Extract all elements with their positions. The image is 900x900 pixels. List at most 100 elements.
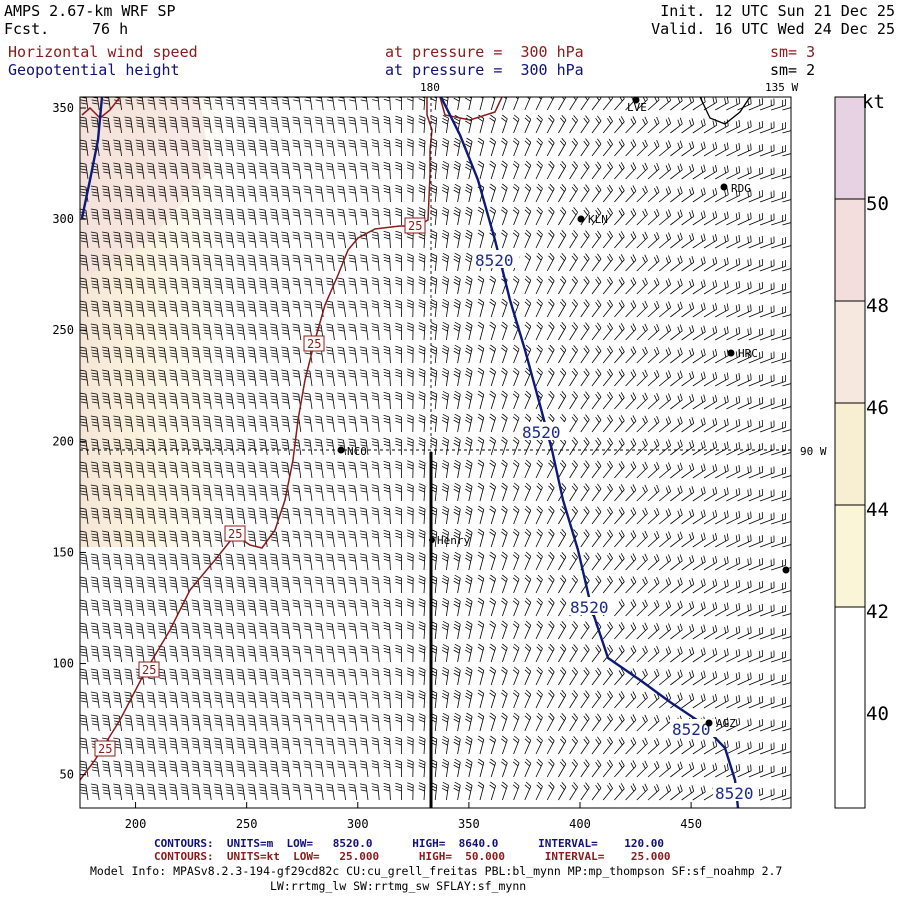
- wind-barb: [602, 782, 613, 801]
- wind-barb: [326, 737, 335, 755]
- wind-barb: [453, 459, 461, 479]
- wind-barb: [191, 691, 201, 709]
- wind-barb: [658, 347, 672, 364]
- wind-barb: [692, 210, 706, 226]
- wind-barb: [658, 232, 672, 249]
- wind-barb: [395, 230, 402, 249]
- x-tick-label: 300: [347, 817, 369, 831]
- wind-barb: [191, 231, 201, 249]
- wind-barb: [303, 231, 313, 249]
- wind-barb: [453, 436, 461, 456]
- wind-barb: [383, 368, 391, 387]
- wind-barb: [406, 345, 414, 364]
- wind-barb: [670, 738, 683, 755]
- wind-barb: [146, 438, 156, 456]
- wind-barb: [430, 483, 438, 502]
- wind-barb: [348, 599, 358, 617]
- wind-barb: [270, 346, 279, 364]
- wind-barb: [703, 464, 718, 479]
- wind-barb: [512, 183, 520, 203]
- wind-barb: [636, 553, 648, 571]
- wind-barb: [383, 97, 391, 111]
- wind-barb: [512, 160, 520, 180]
- wind-barb: [135, 438, 145, 456]
- wind-barb: [715, 395, 729, 410]
- wind-barb: [546, 114, 555, 134]
- wind-barb: [113, 622, 122, 640]
- wind-barb: [453, 413, 461, 433]
- wind-barb: [395, 529, 402, 548]
- wind-barb: [771, 214, 786, 226]
- wind-barb: [782, 682, 791, 686]
- wind-barb: [602, 690, 613, 709]
- wind-barb: [314, 691, 324, 709]
- wind-barb: [418, 506, 426, 525]
- wind-barb: [406, 529, 414, 548]
- wind-barb: [737, 695, 752, 709]
- wind-barb: [782, 544, 791, 548]
- wind-barb: [169, 392, 178, 410]
- wind-barb: [636, 277, 648, 295]
- wind-barb: [737, 373, 752, 387]
- legend-label-40: 40: [866, 703, 889, 725]
- wind-barb: [670, 301, 683, 318]
- wind-barb: [636, 97, 648, 111]
- wind-barb: [90, 300, 100, 318]
- wind-barb: [636, 346, 648, 364]
- wind-barb: [681, 463, 695, 479]
- wind-barb: [113, 97, 122, 111]
- wind-barb: [569, 667, 578, 686]
- wind-barb: [348, 116, 358, 134]
- wind-barb: [406, 391, 414, 410]
- wind-barb: [569, 207, 578, 226]
- wind-barb: [383, 759, 391, 778]
- wind-barb: [383, 736, 391, 755]
- wind-barb: [102, 346, 111, 364]
- wind-barb: [314, 369, 324, 387]
- wind-barb: [303, 185, 313, 203]
- wind-barb: [692, 141, 706, 157]
- wind-barb: [430, 460, 438, 479]
- wind-barb: [348, 461, 358, 479]
- wind-barb: [258, 231, 268, 249]
- wind-barb: [625, 185, 637, 203]
- wind-barb: [441, 252, 449, 272]
- wind-barb: [658, 600, 672, 617]
- wind-barb: [580, 759, 590, 778]
- wind-barb: [681, 601, 695, 617]
- wind-barb: [102, 668, 111, 686]
- wind-barb: [236, 622, 246, 640]
- wind-barb: [146, 622, 156, 640]
- wind-barb: [247, 783, 257, 801]
- wind-barb: [465, 114, 473, 134]
- wind-barb: [395, 575, 402, 594]
- wind-barb: [124, 323, 134, 341]
- wind-barb: [647, 438, 660, 456]
- wind-barb: [614, 691, 625, 709]
- wind-barb: [647, 461, 660, 479]
- wind-barb: [90, 208, 100, 226]
- wind-barb: [580, 184, 590, 203]
- wind-barb: [292, 576, 302, 594]
- wind-barb: [453, 574, 461, 594]
- wind-barb: [270, 323, 279, 341]
- wind-barb: [124, 162, 134, 180]
- wind-barb: [225, 162, 234, 180]
- wind-barb: [314, 438, 324, 456]
- wind-barb: [247, 438, 257, 456]
- wind-barb: [737, 741, 752, 755]
- wind-barb: [512, 643, 520, 663]
- wind-barb: [453, 206, 461, 226]
- wind-barb: [569, 299, 578, 318]
- wind-barb: [113, 714, 122, 732]
- wind-barb: [236, 783, 246, 801]
- wind-barb: [703, 510, 718, 525]
- wind-barb: [314, 760, 324, 778]
- station-dot: [429, 537, 435, 543]
- wind-barb: [169, 438, 178, 456]
- wind-barb: [625, 553, 637, 571]
- wind-barb: [90, 139, 100, 157]
- wind-barb: [180, 783, 190, 801]
- wind-barb: [281, 97, 290, 111]
